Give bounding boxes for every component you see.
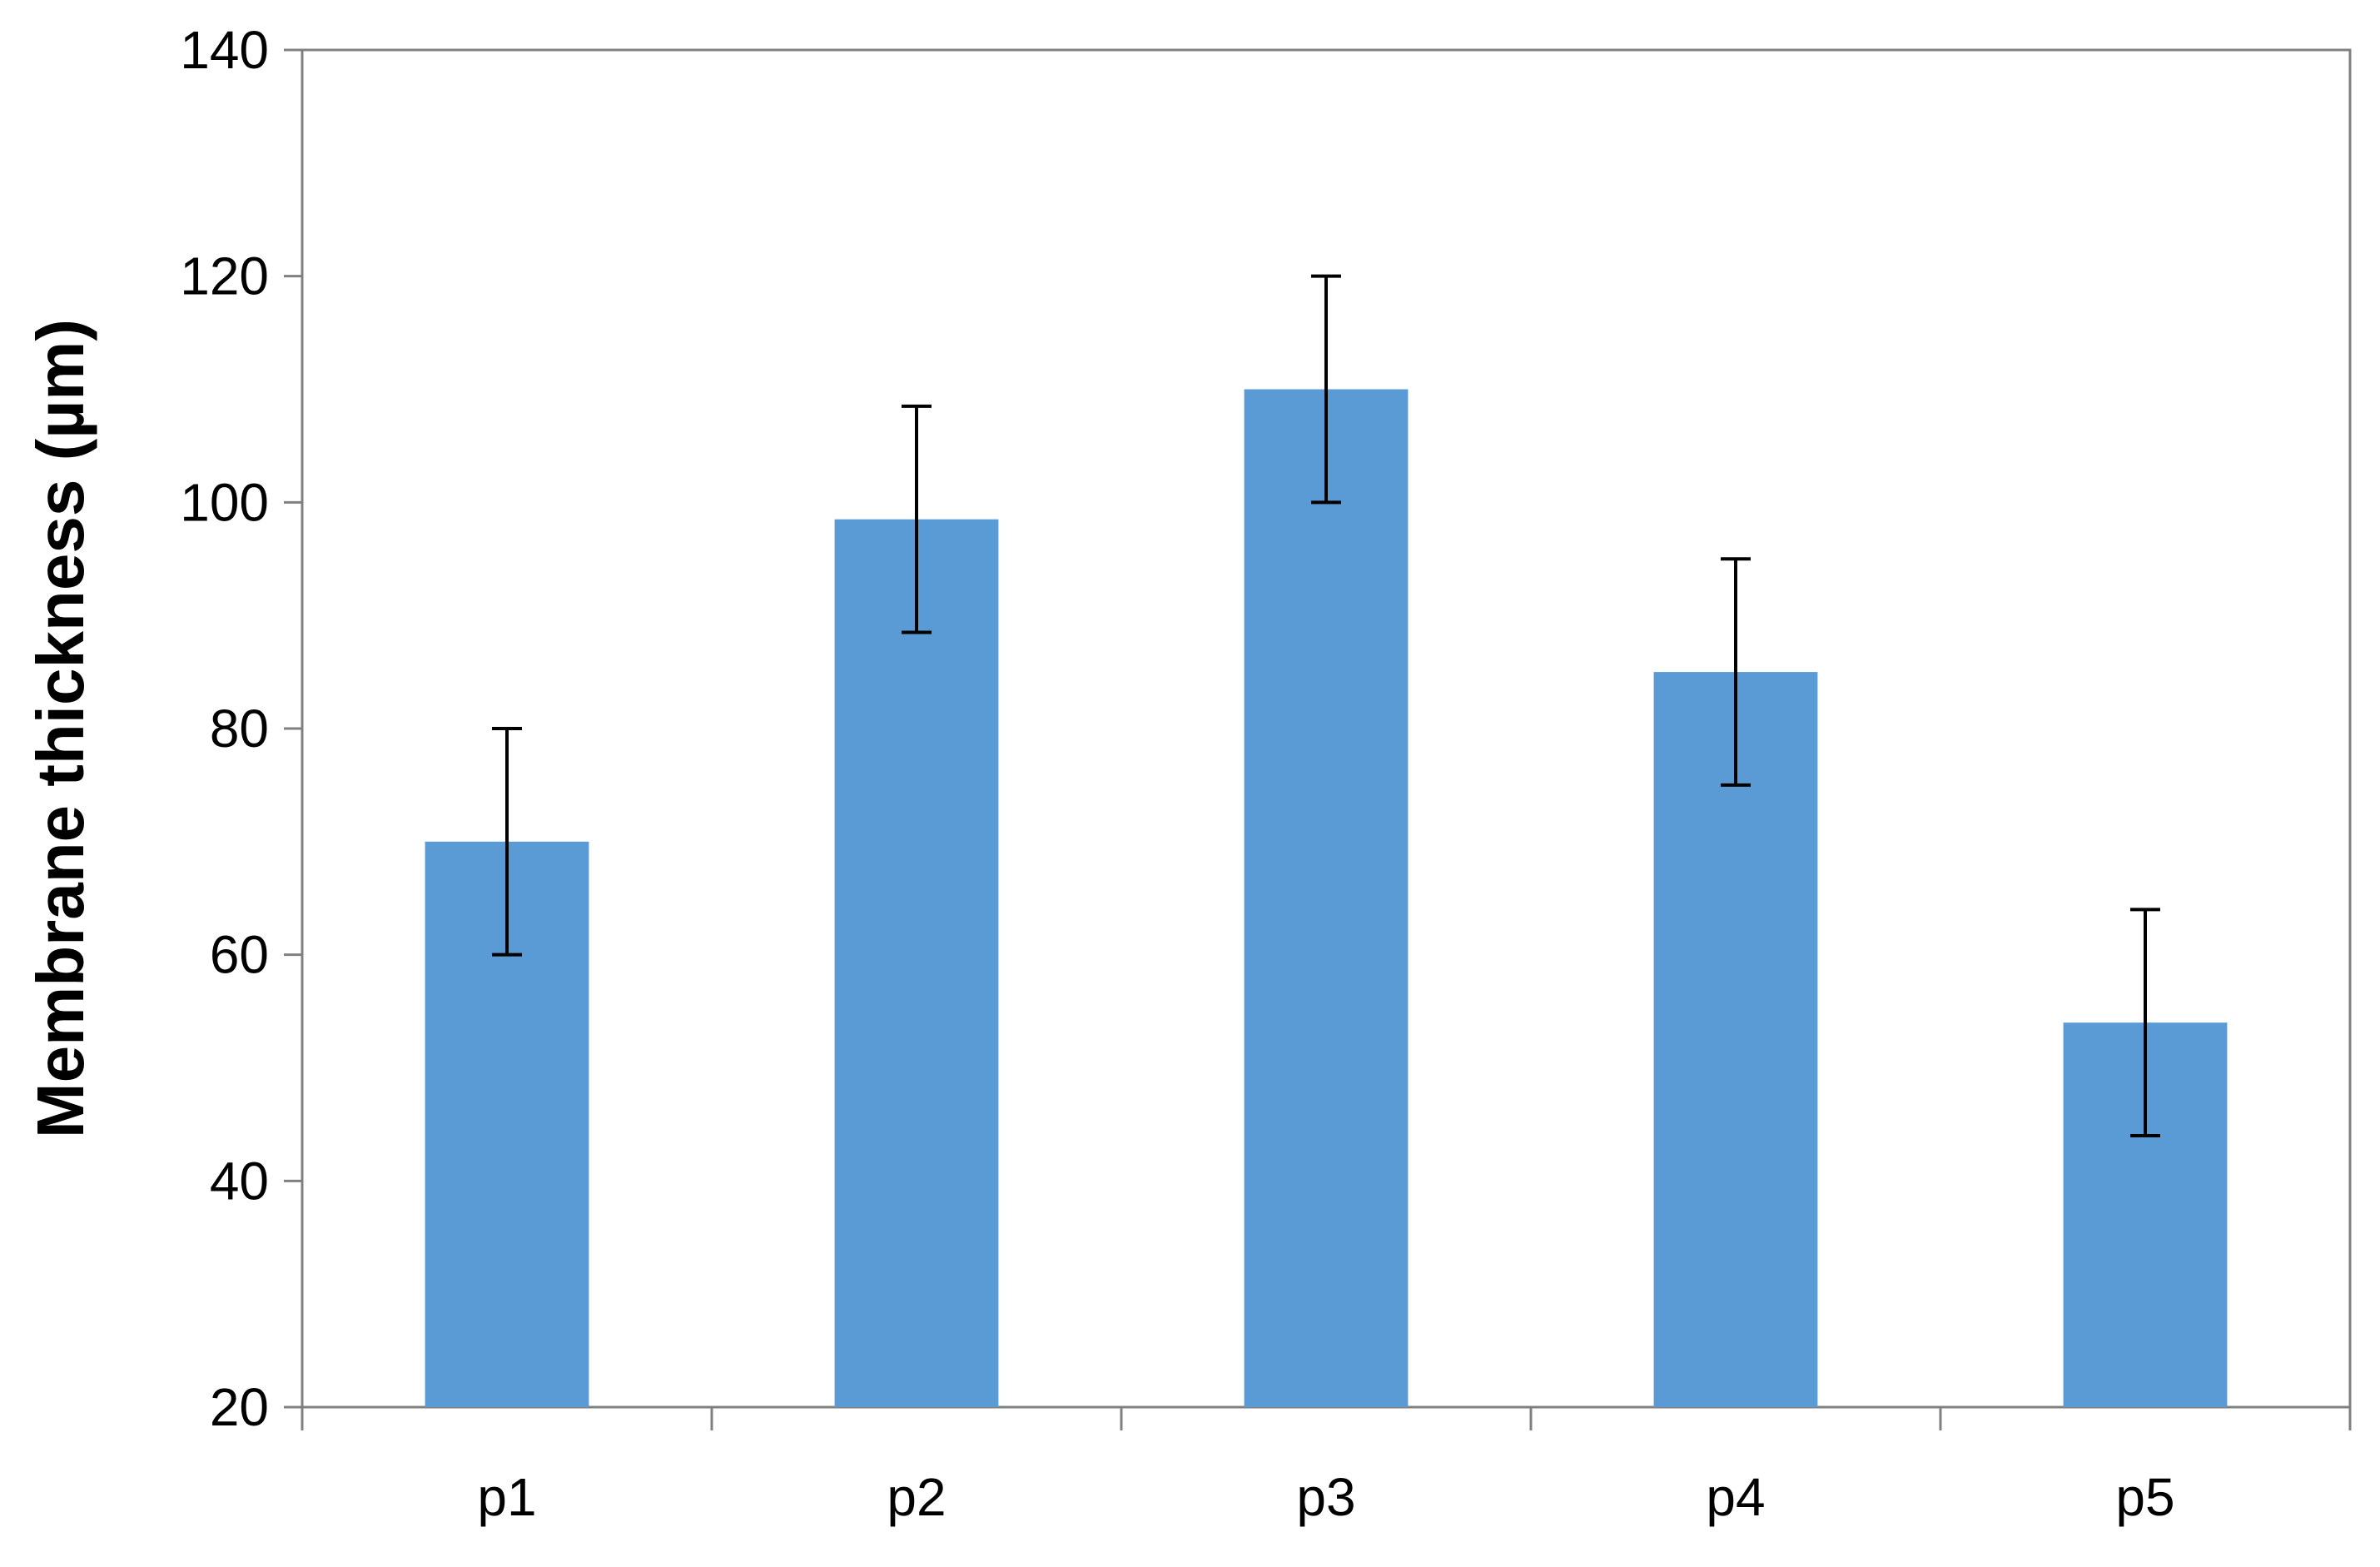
x-tick-label: p2 [887, 1467, 946, 1527]
y-tick-label: 20 [210, 1377, 269, 1437]
error-bar-p2 [902, 404, 932, 634]
y-axis-ticks: 20 40 60 80 100 120 140 [180, 20, 302, 1437]
error-bars [492, 274, 2160, 1137]
bars [425, 389, 2228, 1408]
y-tick-label: 80 [210, 699, 269, 759]
y-tick-label: 100 [180, 472, 269, 532]
error-bar-p1 [492, 727, 522, 957]
error-bar-p5 [2130, 908, 2160, 1137]
x-tick-label: p1 [477, 1467, 536, 1527]
bar-p3 [1244, 389, 1409, 1407]
error-bar-p3 [1311, 274, 1341, 505]
bar-p4 [1653, 672, 1818, 1407]
error-bar-p4 [1721, 557, 1751, 787]
y-tick-label: 120 [180, 246, 269, 306]
y-tick-label: 40 [210, 1151, 269, 1211]
x-tick-label: p5 [2115, 1467, 2174, 1527]
x-tick-label: p4 [1706, 1467, 1765, 1527]
bar-p2 [834, 519, 999, 1408]
y-axis-title: Membrane thickness (µm) [23, 319, 97, 1138]
x-axis-ticks: p1 p2 p3 p4 p5 [301, 1407, 2352, 1527]
y-tick-label: 140 [180, 20, 269, 80]
y-tick-label: 60 [210, 925, 269, 985]
x-tick-label: p3 [1296, 1467, 1355, 1527]
